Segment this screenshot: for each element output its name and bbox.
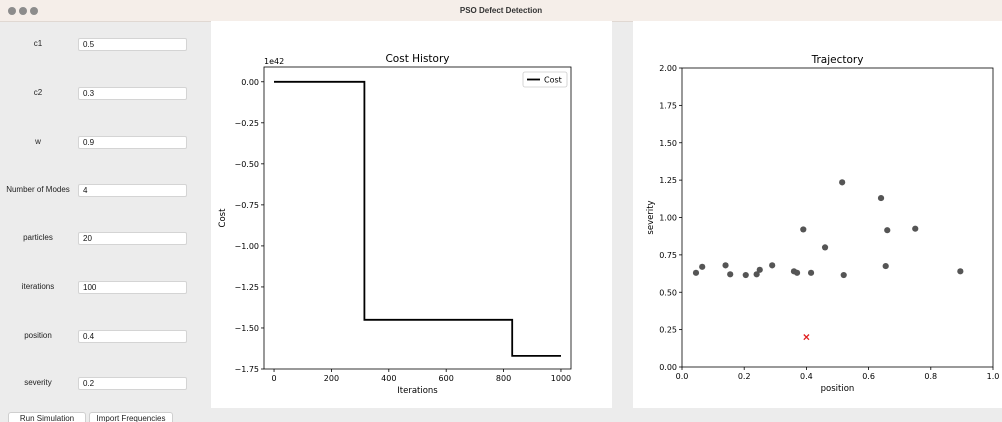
trajectory-point <box>793 269 801 276</box>
trajectory-y-tick-label: 0.00 <box>659 363 677 372</box>
cost-y-tick-label: −1.25 <box>234 283 259 292</box>
cost-series-line <box>274 80 561 357</box>
param-label-iterations: iterations <box>21 282 55 291</box>
trajectory-point <box>753 271 760 278</box>
trajectory-point <box>769 262 776 269</box>
trajectory-y-axis-label: severity <box>646 200 656 234</box>
trajectory-x-tick-label: 0.4 <box>800 372 813 381</box>
param-input-c2[interactable] <box>78 87 187 100</box>
cost-y-tick-label: 0.00 <box>241 78 259 87</box>
trajectory-target-marker <box>803 334 810 341</box>
trajectory-point <box>807 269 815 276</box>
cost-x-tick-label: 200 <box>324 374 339 383</box>
trajectory-point <box>957 268 964 275</box>
cost-y-tick-label: −1.75 <box>234 365 259 374</box>
param-input-modes[interactable] <box>78 184 187 197</box>
trajectory-point <box>821 244 829 251</box>
trajectory-y-tick-label: 0.75 <box>659 251 677 260</box>
cost-legend-box <box>522 71 568 88</box>
import-frequencies-button[interactable]: Import Frequencies <box>89 412 173 422</box>
trajectory-point <box>912 225 919 232</box>
trajectory-x-tick-label: 0.0 <box>676 372 689 381</box>
cost-plot-frame <box>263 66 572 370</box>
cost-history-chart: 0 200 400 600 800 1000 0.00 −0.25 −0.50 −0.75 −1.0… <box>218 53 572 396</box>
trajectory-x-tick-label: 1.0 <box>987 372 1000 381</box>
trajectory-chart: 0.0 0.2 0.4 0.6 0.8 1.0 0.00 0.25 0.50 0.75 1.00 1.… <box>646 54 1000 394</box>
trajectory-point <box>839 179 846 186</box>
param-input-c1[interactable] <box>78 38 187 51</box>
trajectory-plot-frame <box>681 67 994 368</box>
trajectory-point <box>722 262 729 269</box>
trajectory-panel: 0.0 0.2 0.4 0.6 0.8 1.0 0.00 0.25 0.50 0.75 1.00 1.… <box>633 21 1002 408</box>
trajectory-y-tick-label: 2.00 <box>659 64 677 73</box>
param-label-c2: c2 <box>33 88 43 97</box>
cost-x-axis-label: Iterations <box>397 386 438 396</box>
cost-x-tick-label: 600 <box>439 374 454 383</box>
param-label-w: w <box>35 137 41 146</box>
param-input-w[interactable] <box>78 136 187 149</box>
title-bar: PSO Defect Detection <box>0 0 1002 22</box>
trajectory-x-tick-label: 0.2 <box>738 372 751 381</box>
cost-y-tick-label: −1.50 <box>234 324 259 333</box>
cost-legend-label: Cost <box>544 76 562 85</box>
cost-y-tick-label: −0.75 <box>234 201 259 210</box>
cost-history-panel: 0 200 400 600 800 1000 0.00 −0.25 −0.50 −0.75 −1.0… <box>211 21 612 408</box>
zoom-window-icon[interactable] <box>30 7 38 15</box>
run-simulation-button[interactable]: Run Simulation <box>8 412 86 422</box>
trajectory-x-tick-label: 0.8 <box>924 372 937 381</box>
trajectory-y-tick-label: 0.25 <box>659 326 677 335</box>
trajectory-y-tick-label: 1.00 <box>659 214 677 223</box>
trajectory-x-tick-label: 0.6 <box>862 372 875 381</box>
cost-y-offset-label: 1e42 <box>264 57 284 66</box>
param-label-severity: severity <box>24 378 52 387</box>
param-input-position[interactable] <box>78 330 187 343</box>
cost-x-tick-label: 0 <box>271 374 276 383</box>
trajectory-point <box>692 269 700 276</box>
param-input-severity[interactable] <box>78 377 187 390</box>
trajectory-x-axis-label: position <box>821 384 855 394</box>
minimize-window-icon[interactable] <box>19 7 27 15</box>
trajectory-point <box>727 271 734 278</box>
cost-y-tick-label: −1.00 <box>234 242 259 251</box>
window-title: PSO Defect Detection <box>459 6 543 15</box>
cost-y-tick-label: −0.25 <box>234 119 259 128</box>
param-label-particles: particles <box>23 233 53 242</box>
trajectory-y-tick-label: 1.75 <box>659 101 677 110</box>
param-input-particles[interactable] <box>78 232 187 245</box>
trajectory-point <box>877 194 885 202</box>
cost-y-tick-label: −0.50 <box>234 160 259 169</box>
trajectory-point <box>840 271 847 279</box>
param-input-iterations[interactable] <box>78 281 187 294</box>
cost-x-tick-label: 400 <box>381 374 396 383</box>
trajectory-point <box>742 271 749 279</box>
param-label-c1: c1 <box>33 39 43 48</box>
trajectory-point <box>800 226 807 233</box>
trajectory-point <box>882 262 889 270</box>
cost-x-tick-label: 1000 <box>551 374 571 383</box>
trajectory-point <box>884 227 891 234</box>
cost-x-tick-label: 800 <box>496 374 511 383</box>
param-label-position: position <box>24 331 52 340</box>
trajectory-point <box>699 263 706 270</box>
close-window-icon[interactable] <box>8 7 16 15</box>
trajectory-y-tick-label: 0.50 <box>659 288 677 297</box>
trajectory-point <box>756 266 763 273</box>
trajectory-y-tick-label: 1.50 <box>659 139 677 148</box>
cost-y-axis-label: Cost <box>218 208 228 228</box>
trajectory-title: Trajectory <box>811 54 864 66</box>
trajectory-y-tick-label: 1.25 <box>659 176 677 185</box>
cost-title: Cost History <box>385 53 449 65</box>
param-label-modes: Number of Modes <box>6 185 70 194</box>
